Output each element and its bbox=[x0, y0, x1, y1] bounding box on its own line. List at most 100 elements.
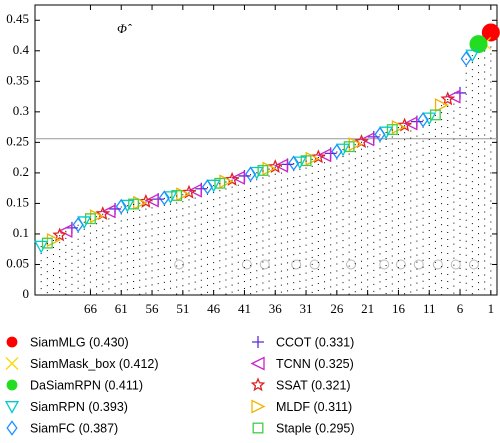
marker bbox=[158, 190, 170, 206]
marker bbox=[434, 98, 450, 113]
marker bbox=[343, 141, 355, 153]
annotation: Φ̂ bbox=[117, 21, 132, 36]
marker bbox=[224, 171, 240, 186]
marker bbox=[374, 126, 386, 143]
marker bbox=[181, 184, 197, 199]
marker bbox=[257, 165, 269, 176]
marker bbox=[120, 199, 135, 213]
x-tick-label: 41 bbox=[238, 301, 251, 316]
x-tick-label: 16 bbox=[392, 301, 406, 316]
legend-marker bbox=[4, 401, 20, 414]
marker bbox=[128, 198, 140, 210]
baseline-mark bbox=[379, 259, 390, 270]
y-tick-label: 0.4 bbox=[13, 42, 30, 57]
marker bbox=[101, 204, 116, 219]
x-tick-label: 6 bbox=[457, 301, 464, 316]
marker bbox=[469, 35, 488, 54]
x-tick-label: 31 bbox=[300, 301, 313, 316]
marker bbox=[230, 170, 245, 185]
marker bbox=[219, 174, 234, 189]
y-tick-label: 0.45 bbox=[6, 11, 29, 26]
marker bbox=[440, 91, 456, 106]
marker bbox=[262, 161, 277, 176]
x-tick-label: 61 bbox=[115, 301, 128, 316]
legend-label: TCNN (0.325) bbox=[276, 357, 354, 371]
legend-label: DaSiamRPN (0.411) bbox=[30, 378, 143, 392]
marker bbox=[446, 89, 461, 104]
y-tick-label: 0.35 bbox=[6, 72, 29, 87]
y-tick-label: 0.3 bbox=[13, 103, 29, 118]
marker bbox=[267, 159, 283, 174]
marker bbox=[397, 117, 412, 132]
legend-label: CCOT (0.331) bbox=[276, 335, 354, 349]
marker bbox=[288, 155, 300, 171]
baseline-mark bbox=[346, 259, 357, 270]
x-tick-label: 66 bbox=[84, 301, 98, 316]
x-tick-label: 26 bbox=[330, 301, 344, 316]
x-tick-label: 36 bbox=[269, 301, 283, 316]
x-tick-label: 51 bbox=[176, 301, 189, 316]
legend-marker bbox=[6, 379, 18, 391]
legend-marker bbox=[252, 336, 264, 348]
marker bbox=[311, 149, 326, 164]
y-tick-label: 0 bbox=[23, 286, 30, 301]
marker bbox=[41, 237, 53, 249]
marker bbox=[58, 223, 73, 238]
marker bbox=[305, 151, 320, 166]
marker bbox=[133, 195, 148, 210]
marker bbox=[89, 209, 105, 224]
marker bbox=[34, 240, 49, 254]
marker bbox=[273, 158, 289, 173]
marker bbox=[403, 116, 418, 131]
marker bbox=[72, 217, 84, 233]
marker bbox=[214, 177, 226, 189]
baseline-mark bbox=[450, 259, 461, 270]
baseline-mark bbox=[413, 259, 424, 270]
marker bbox=[84, 213, 96, 225]
legend-marker bbox=[6, 420, 18, 436]
marker bbox=[460, 51, 472, 67]
marker bbox=[115, 198, 127, 215]
y-tick-label: 0.2 bbox=[13, 164, 29, 179]
legend-marker bbox=[250, 377, 266, 392]
x-tick-label: 1 bbox=[488, 301, 495, 316]
legend-label: SiamMask_box (0.412) bbox=[30, 357, 159, 371]
legend-label: MLDF (0.311) bbox=[276, 400, 352, 414]
baseline-mark bbox=[395, 259, 406, 270]
x-tick-label: 21 bbox=[361, 301, 374, 316]
marker bbox=[171, 190, 183, 201]
marker bbox=[144, 193, 159, 208]
marker bbox=[481, 23, 500, 42]
marker bbox=[386, 124, 398, 135]
legend-label: SSAT (0.321) bbox=[276, 378, 351, 392]
plot-frame bbox=[34, 4, 498, 296]
marker bbox=[52, 227, 67, 242]
baseline-mark bbox=[432, 259, 443, 270]
marker bbox=[176, 187, 191, 202]
marker bbox=[163, 191, 178, 205]
marker bbox=[138, 193, 154, 208]
marker bbox=[417, 112, 429, 128]
y-tick-label: 0.1 bbox=[13, 225, 29, 240]
baseline-mark bbox=[174, 259, 185, 270]
marker bbox=[46, 233, 61, 248]
marker bbox=[317, 148, 332, 163]
baseline-mark bbox=[468, 259, 479, 270]
x-tick-label: 46 bbox=[207, 301, 221, 316]
legend-label: SiamRPN (0.393) bbox=[30, 400, 128, 414]
legend-label: Staple (0.295) bbox=[276, 421, 355, 435]
y-tick-label: 0.15 bbox=[6, 194, 29, 209]
baseline-mark bbox=[309, 259, 320, 270]
y-tick-label: 0.05 bbox=[6, 255, 29, 270]
y-tick-label: 0.25 bbox=[6, 133, 29, 148]
marker bbox=[429, 109, 441, 121]
marker bbox=[360, 132, 375, 147]
legend-marker bbox=[6, 336, 18, 348]
marker bbox=[300, 155, 312, 167]
legend-marker bbox=[251, 399, 266, 414]
marker bbox=[187, 183, 202, 198]
marker bbox=[331, 143, 343, 160]
baseline-mark bbox=[241, 259, 252, 270]
legend-label: SiamFC (0.387) bbox=[30, 421, 118, 435]
